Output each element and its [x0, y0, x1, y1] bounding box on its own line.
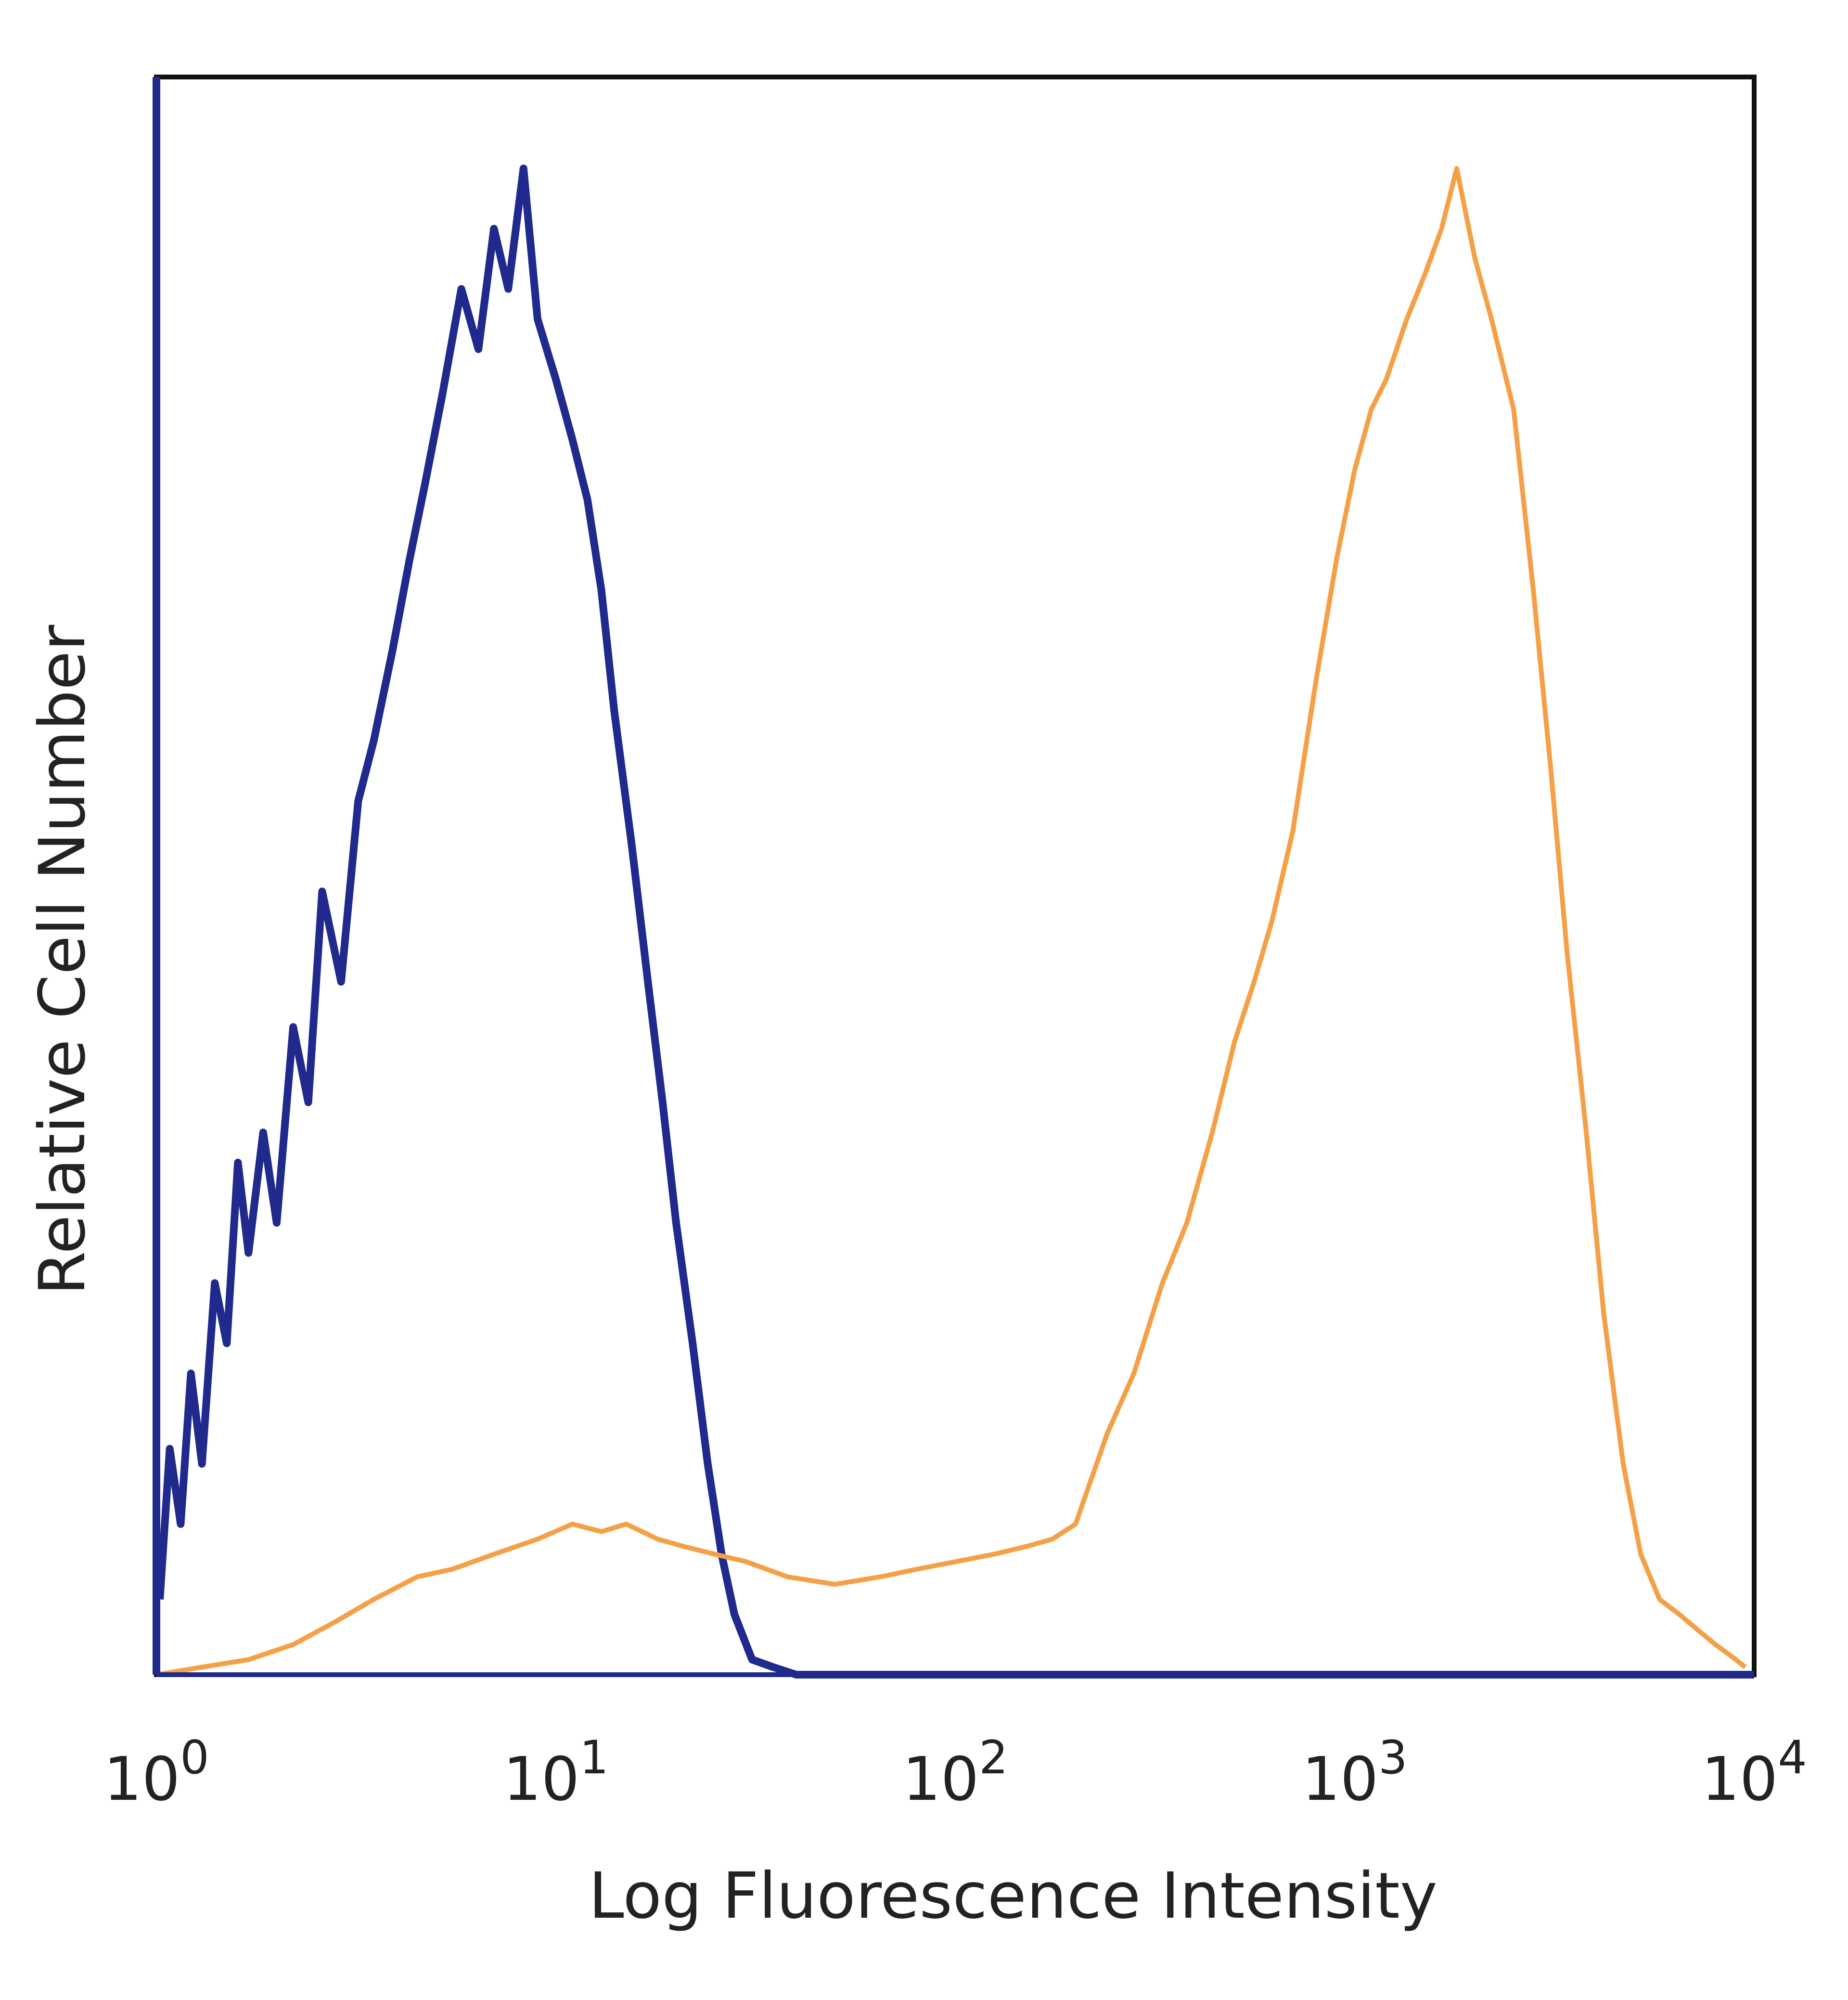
histogram-series-2 — [156, 166, 1747, 1677]
y-axis-label: Relative Cell Number — [26, 625, 100, 1295]
x-tick-label: 104 — [1701, 1731, 1807, 1814]
x-axis-label: Log Fluorescence Intensity — [589, 1859, 1437, 1933]
histogram-series-1 — [156, 165, 1754, 1679]
x-tick-label: 100 — [103, 1731, 209, 1814]
series-layer — [156, 165, 1754, 1679]
x-tick-label: 101 — [503, 1731, 609, 1814]
x-tick-label: 103 — [1302, 1731, 1408, 1814]
x-tick-labels: 100 101 102 103 104 — [103, 1731, 1807, 1814]
x-tick-label: 102 — [902, 1731, 1008, 1814]
plot-frame — [154, 75, 1757, 1677]
